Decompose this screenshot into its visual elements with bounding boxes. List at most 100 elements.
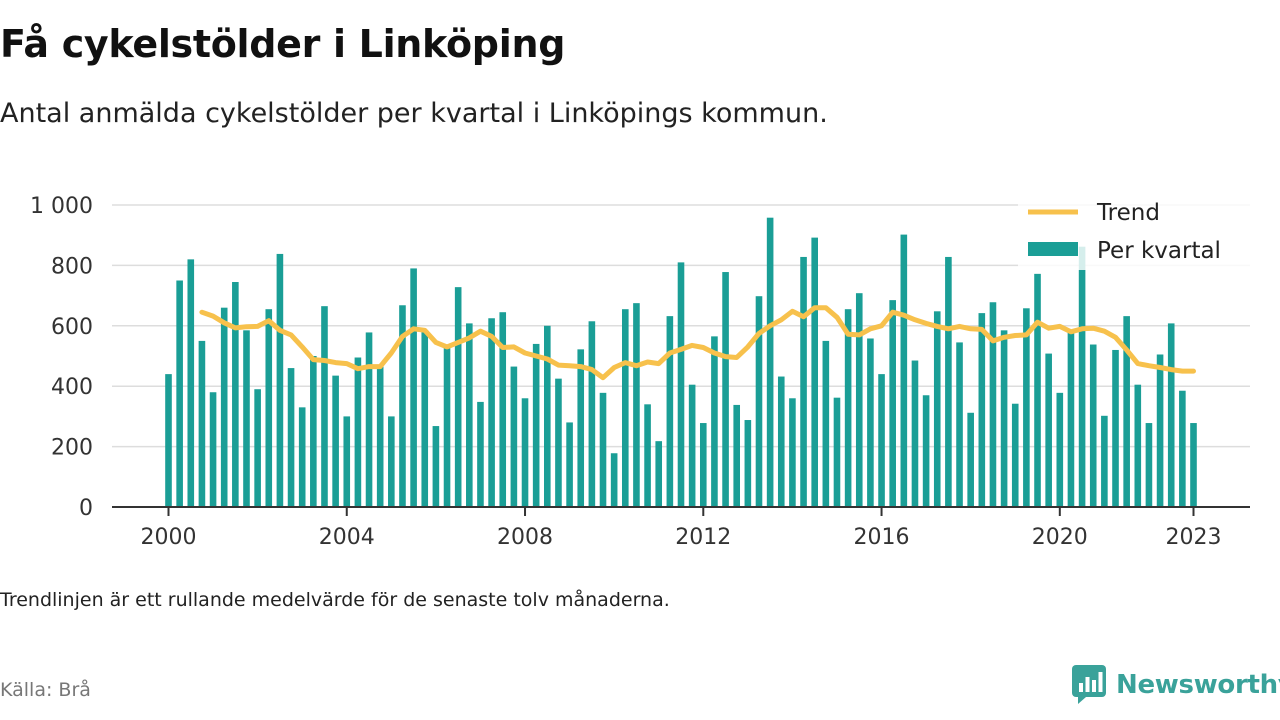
bar [699, 423, 707, 507]
bar [198, 340, 206, 507]
chart-note: Trendlinjen är ett rullande medelvärde f… [0, 589, 670, 611]
bar [655, 441, 663, 507]
x-axis-ticks: 2000 2004 2008 2012 2016 2020 2023 [141, 507, 1222, 550]
bar [867, 338, 874, 507]
bar [276, 253, 284, 507]
bar [477, 401, 484, 507]
bar [811, 237, 818, 507]
bar [677, 262, 685, 507]
x-tick-label: 2012 [675, 525, 731, 550]
bar [454, 287, 462, 507]
bar [610, 453, 618, 507]
bar [287, 368, 295, 507]
bar [510, 366, 518, 507]
bar [376, 365, 384, 507]
bar [544, 325, 551, 507]
bar [354, 357, 362, 507]
chart-title: Få cykelstölder i Linköping [0, 22, 566, 66]
chart-subtitle: Antal anmälda cykelstölder per kvartal i… [0, 98, 828, 129]
bar [733, 404, 741, 507]
bar [599, 392, 607, 507]
bar [1156, 354, 1164, 507]
bar [365, 332, 373, 507]
bar [310, 356, 317, 507]
bar [633, 303, 640, 507]
bar [1112, 349, 1119, 507]
bar [220, 307, 228, 507]
bar [922, 395, 930, 507]
bar [967, 412, 974, 507]
bar [978, 313, 986, 507]
bar [232, 282, 239, 507]
y-tick-label: 400 [51, 375, 93, 400]
bar-chart-icon [1072, 665, 1106, 704]
bar [1000, 330, 1008, 507]
bar [878, 374, 885, 507]
x-tick-label: 2016 [854, 525, 910, 550]
bar [900, 234, 908, 507]
bar [744, 420, 752, 507]
y-tick-label: 1 000 [30, 194, 93, 219]
bar [566, 422, 573, 507]
bar [432, 426, 440, 507]
bar [588, 321, 596, 507]
bar [644, 404, 651, 507]
chart: 2000 2004 2008 2012 2016 2020 2023 0 200 400 600 8… [30, 194, 1250, 550]
bar [789, 398, 796, 507]
bar [833, 397, 841, 507]
bar [911, 360, 919, 507]
bar [499, 312, 507, 507]
bar [755, 296, 763, 507]
bar [777, 376, 785, 507]
bar [989, 302, 997, 507]
x-tick-label: 2020 [1032, 525, 1088, 550]
bar [1078, 246, 1086, 507]
bar [298, 407, 306, 507]
bar [1167, 323, 1175, 507]
legend-bar-swatch [1028, 242, 1078, 256]
bar [388, 416, 395, 507]
legend-trend-label: Trend [1096, 200, 1160, 226]
bar [1134, 384, 1142, 507]
y-axis-ticks: 0 200 400 600 800 1 000 [30, 194, 93, 521]
logo-text: Newsworthy [1116, 670, 1280, 700]
bar [399, 305, 406, 507]
bar [766, 217, 774, 507]
x-tick-label: 2000 [141, 525, 197, 550]
bar [711, 336, 718, 507]
bar [722, 272, 729, 507]
bar [421, 330, 429, 507]
bar [343, 416, 351, 507]
bar [1179, 390, 1186, 507]
bar [666, 316, 674, 507]
x-tick-label: 2004 [319, 525, 375, 550]
bar [1067, 332, 1075, 507]
bar [933, 311, 941, 507]
bar [332, 375, 339, 507]
y-tick-label: 0 [79, 496, 93, 521]
x-tick-label: 2008 [497, 525, 553, 550]
bar [176, 280, 183, 507]
bar [855, 293, 863, 507]
bar [265, 309, 273, 507]
y-tick-label: 600 [51, 315, 93, 340]
bar [1023, 308, 1030, 507]
trend-line [199, 305, 1196, 381]
bar [521, 398, 529, 507]
bar [889, 300, 896, 507]
bar [621, 309, 629, 507]
bar [800, 256, 807, 507]
bar [243, 330, 250, 507]
bar [956, 342, 963, 507]
bar [822, 340, 830, 507]
bar [844, 309, 852, 507]
newsworthy-logo[interactable]: Newsworthy [1072, 664, 1280, 706]
bar [1045, 353, 1052, 507]
bars [165, 217, 1197, 507]
source-label: Källa: Brå [0, 679, 91, 701]
bar [1034, 273, 1041, 507]
bar [1089, 344, 1097, 507]
bar [187, 259, 195, 507]
bar [1190, 423, 1197, 507]
bar [1145, 423, 1153, 507]
